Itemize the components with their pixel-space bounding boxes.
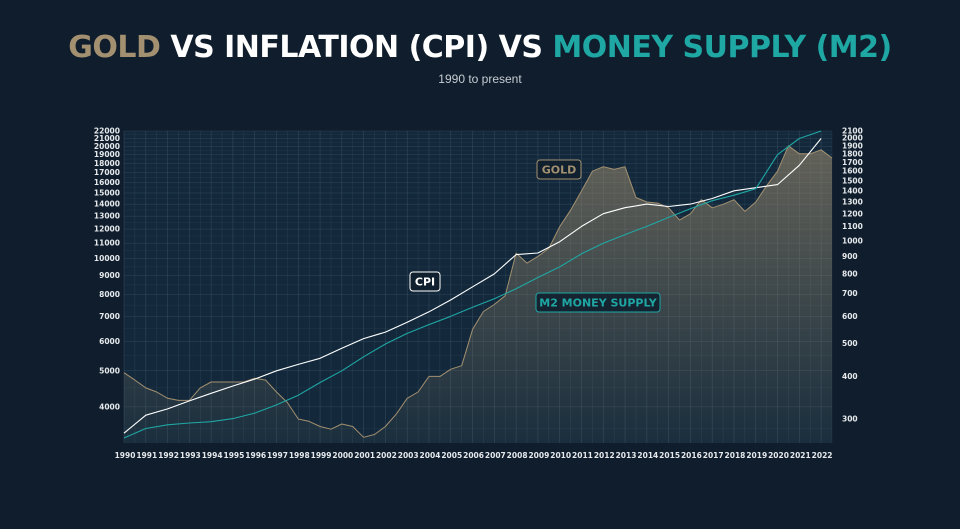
cpi-label-text: CPI xyxy=(415,276,435,289)
right-axis: 300 400 500 600 700 800 900 1000 1100 1200 1300 140… xyxy=(842,127,863,424)
right-tick-label: 800 xyxy=(842,269,858,278)
left-tick-label: 13000 xyxy=(94,212,120,221)
series-layer xyxy=(123,130,833,444)
cpi-label: CPI xyxy=(409,271,441,292)
left-tick-label: 16000 xyxy=(94,178,120,187)
title-m2-words: MONEY SUPPLY (M2) xyxy=(552,30,892,65)
x-tick-label: 1991 xyxy=(136,451,157,460)
title-gold-word: GOLD xyxy=(68,30,161,65)
right-tick-label: 1700 xyxy=(842,158,863,167)
left-tick-label: 10000 xyxy=(94,254,120,263)
left-tick-label: 6000 xyxy=(99,337,120,346)
left-tick-label: 5000 xyxy=(99,366,120,375)
m2-label-box xyxy=(535,292,661,313)
right-tick-label: 1000 xyxy=(842,236,863,245)
x-tick-label: 2006 xyxy=(463,451,484,460)
x-tick-label: 2002 xyxy=(376,451,397,460)
left-tick-label: 4000 xyxy=(99,402,120,411)
m2-label-text: M2 MONEY SUPPLY xyxy=(539,297,658,310)
m2-series-line xyxy=(123,130,822,439)
x-tick-label: 2003 xyxy=(398,451,419,460)
chart-title: GOLD VS INFLATION (CPI) VS MONEY SUPPLY … xyxy=(0,30,960,65)
gold-area xyxy=(124,145,832,444)
x-tick-label: 1992 xyxy=(158,451,179,460)
left-tick-label: 22000 xyxy=(94,127,120,136)
gold-label-box xyxy=(536,159,582,180)
left-tick-label: 19000 xyxy=(94,150,120,159)
x-tick-label: 2019 xyxy=(746,451,767,460)
right-tick-label: 700 xyxy=(842,289,858,298)
right-tick-label: 2100 xyxy=(842,127,863,136)
left-tick-label: 9000 xyxy=(99,271,120,280)
gold-label: GOLD xyxy=(536,159,582,180)
x-tick-label: 1997 xyxy=(267,451,288,460)
left-tick-label: 11000 xyxy=(94,239,120,248)
x-tick-label: 2021 xyxy=(790,451,811,460)
right-tick-label: 1300 xyxy=(842,197,863,206)
left-tick-label: 18000 xyxy=(94,159,120,168)
right-tick-label: 1500 xyxy=(842,176,863,185)
m2-label: M2 MONEY SUPPLY xyxy=(535,292,661,313)
left-tick-label: 7000 xyxy=(99,312,120,321)
title-middle: VS INFLATION (CPI) VS xyxy=(160,30,553,65)
chart-subtitle: 1990 to present xyxy=(438,72,522,86)
x-tick-label: 1990 xyxy=(115,451,136,460)
left-tick-label: 20000 xyxy=(94,142,120,151)
right-tick-label: 1900 xyxy=(842,141,863,150)
x-tick-label: 1995 xyxy=(223,451,244,460)
x-tick-label: 2007 xyxy=(485,451,506,460)
x-tick-label: 2012 xyxy=(594,451,615,460)
x-tick-label: 2017 xyxy=(703,451,724,460)
x-tick-label: 2011 xyxy=(572,451,593,460)
right-tick-label: 400 xyxy=(842,372,858,381)
right-tick-label: 500 xyxy=(842,339,858,348)
left-tick-label: 15000 xyxy=(94,188,120,197)
x-tick-label: 2009 xyxy=(528,451,549,460)
left-tick-label: 21000 xyxy=(94,134,120,143)
x-tick-label: 1998 xyxy=(289,451,310,460)
left-tick-label: 14000 xyxy=(94,200,120,209)
x-tick-label: 1996 xyxy=(245,451,266,460)
right-tick-label: 1800 xyxy=(842,149,863,158)
x-tick-label: 2004 xyxy=(420,451,441,460)
x-tick-label: 1994 xyxy=(202,451,223,460)
x-tick-label: 2000 xyxy=(332,451,353,460)
right-tick-label: 1400 xyxy=(842,186,863,195)
left-axis: 4000 5000 6000 7000 8000 9000 10000 11000 12000 1… xyxy=(94,127,120,412)
left-tick-label: 12000 xyxy=(94,225,120,234)
x-tick-label: 2010 xyxy=(550,451,571,460)
x-tick-label: 2005 xyxy=(441,451,462,460)
x-tick-label: 2016 xyxy=(681,451,702,460)
right-tick-label: 300 xyxy=(842,414,858,423)
x-tick-label: 2013 xyxy=(616,451,637,460)
x-tick-label: 2015 xyxy=(659,451,680,460)
x-tick-label: 1999 xyxy=(311,451,332,460)
x-tick-label: 1993 xyxy=(180,451,201,460)
x-tick-label: 2008 xyxy=(507,451,528,460)
annotations: GOLD CPI M2 MONEY SUPPLY xyxy=(409,159,661,313)
gold-series-line xyxy=(123,145,833,438)
x-tick-label: 2018 xyxy=(725,451,746,460)
right-tick-label: 2000 xyxy=(842,134,863,143)
x-tick-label: 2020 xyxy=(768,451,789,460)
right-tick-label: 600 xyxy=(842,312,858,321)
x-tick-label: 2014 xyxy=(637,451,658,460)
cpi-series-line xyxy=(123,138,822,434)
right-tick-label: 1200 xyxy=(842,209,863,218)
x-axis: 1990 1991 1992 1993 1994 1995 1996 1997 1998 1999… xyxy=(115,451,833,460)
x-tick-label: 2022 xyxy=(812,451,833,460)
left-tick-label: 17000 xyxy=(94,168,120,177)
x-tick-label: 2001 xyxy=(354,451,375,460)
right-tick-label: 1100 xyxy=(842,222,863,231)
left-tick-label: 8000 xyxy=(99,290,120,299)
right-tick-label: 900 xyxy=(842,252,858,261)
gold-label-text: GOLD xyxy=(542,164,577,177)
right-tick-label: 1600 xyxy=(842,167,863,176)
cpi-label-box xyxy=(409,271,441,292)
